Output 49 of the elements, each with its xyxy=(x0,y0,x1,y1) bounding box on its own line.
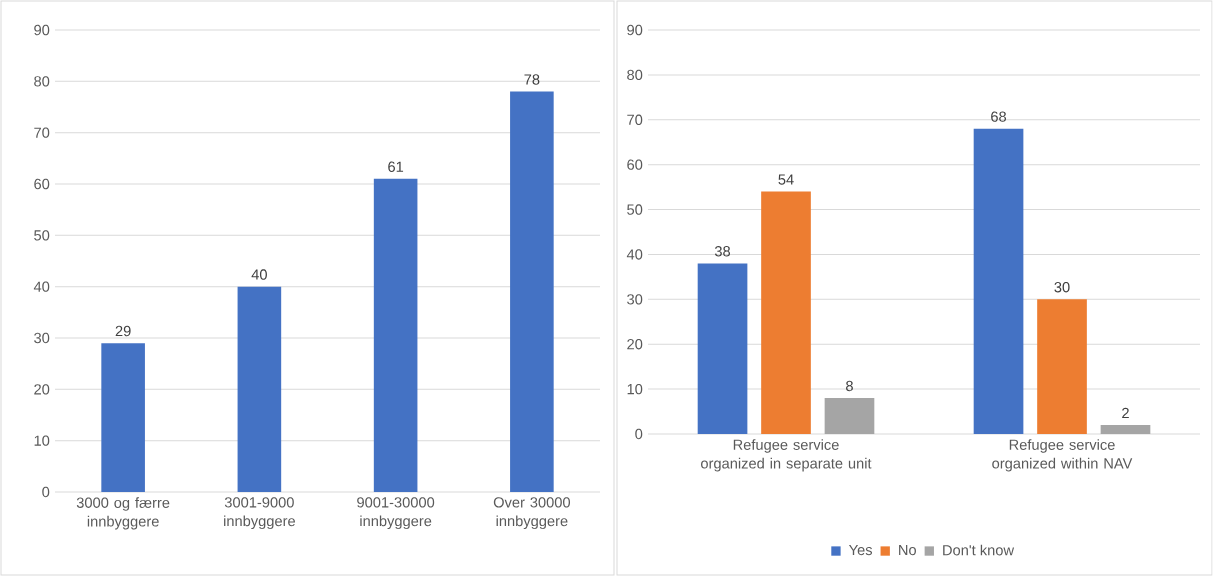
y-tick-label: 90 xyxy=(34,24,50,36)
bar xyxy=(973,128,1024,434)
bar xyxy=(1100,425,1151,434)
data-label: 78 xyxy=(524,74,540,85)
y-tick-label: 10 xyxy=(34,435,50,446)
y-tick-label: 70 xyxy=(627,114,643,125)
bar xyxy=(697,263,748,434)
y-tick-label: 0 xyxy=(635,428,643,440)
x-tick-label: 3000 og færre innbyggere xyxy=(76,497,170,530)
data-label: 8 xyxy=(846,380,853,392)
x-tick-label: Refugee service organized within NAV xyxy=(992,439,1133,472)
y-tick-label: 90 xyxy=(627,24,643,36)
y-tick-label: 20 xyxy=(627,339,643,350)
y-tick-label: 60 xyxy=(34,178,50,190)
y-tick-label: 60 xyxy=(627,159,643,170)
x-tick-label: Over 30000 innbyggere xyxy=(493,497,570,530)
data-label: 29 xyxy=(115,325,131,337)
y-tick-label: 30 xyxy=(34,332,50,344)
y-tick-label: 20 xyxy=(34,384,50,395)
bar xyxy=(373,178,418,492)
legend-label: Yes xyxy=(848,544,873,556)
y-tick-label: 30 xyxy=(627,294,643,305)
legend-label: No xyxy=(899,544,916,556)
x-tick-label: Refugee service organized in separate unit xyxy=(701,439,872,472)
bar xyxy=(1037,299,1087,434)
bar xyxy=(237,286,282,492)
bar xyxy=(101,343,145,492)
bar xyxy=(824,398,875,434)
y-tick-label: 10 xyxy=(627,383,643,395)
y-tick-label: 40 xyxy=(33,281,50,292)
data-label: 61 xyxy=(388,161,404,172)
y-tick-label: 0 xyxy=(42,486,50,498)
y-tick-label: 50 xyxy=(34,230,50,241)
x-tick-label: 9001-30000 innbyggere xyxy=(357,497,435,530)
y-tick-label: 40 xyxy=(626,249,643,260)
y-tick-label: 70 xyxy=(34,127,50,138)
y-tick-label: 50 xyxy=(627,204,643,215)
legend-label: Don't know xyxy=(943,544,1015,556)
data-label: 2 xyxy=(1122,407,1129,419)
y-tick-label: 80 xyxy=(34,76,50,87)
data-label: 40 xyxy=(251,269,267,280)
data-label: 38 xyxy=(714,246,731,257)
x-tick-label: 3001-9000 innbyggere xyxy=(224,497,295,530)
data-label: 68 xyxy=(991,111,1007,122)
bar xyxy=(761,191,811,434)
data-label: 30 xyxy=(1054,282,1070,293)
data-label: 54 xyxy=(778,174,794,185)
bar xyxy=(510,91,554,492)
y-tick-label: 80 xyxy=(627,69,643,81)
